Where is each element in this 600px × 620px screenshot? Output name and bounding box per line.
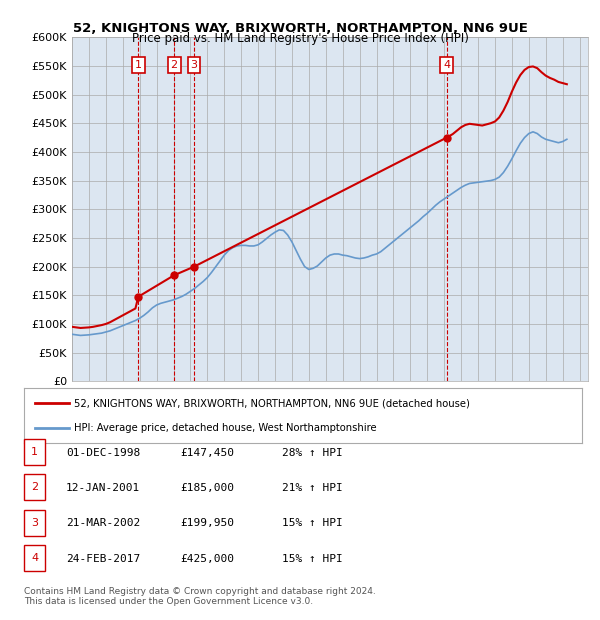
Text: 21% ↑ HPI: 21% ↑ HPI <box>282 483 343 493</box>
Text: 4: 4 <box>443 60 450 69</box>
Text: 15% ↑ HPI: 15% ↑ HPI <box>282 518 343 528</box>
Text: 01-DEC-1998: 01-DEC-1998 <box>66 448 140 458</box>
Text: 1: 1 <box>135 60 142 69</box>
Text: £199,950: £199,950 <box>180 518 234 528</box>
Text: 28% ↑ HPI: 28% ↑ HPI <box>282 448 343 458</box>
Text: 3: 3 <box>31 518 38 528</box>
Text: £425,000: £425,000 <box>180 554 234 564</box>
Text: £147,450: £147,450 <box>180 448 234 458</box>
Text: Price paid vs. HM Land Registry's House Price Index (HPI): Price paid vs. HM Land Registry's House … <box>131 32 469 45</box>
Text: 15% ↑ HPI: 15% ↑ HPI <box>282 554 343 564</box>
Text: 52, KNIGHTONS WAY, BRIXWORTH, NORTHAMPTON, NN6 9UE: 52, KNIGHTONS WAY, BRIXWORTH, NORTHAMPTO… <box>73 22 527 35</box>
Text: 24-FEB-2017: 24-FEB-2017 <box>66 554 140 564</box>
Text: 12-JAN-2001: 12-JAN-2001 <box>66 483 140 493</box>
Text: 4: 4 <box>31 553 38 563</box>
Text: £185,000: £185,000 <box>180 483 234 493</box>
Text: 3: 3 <box>191 60 197 69</box>
Text: 21-MAR-2002: 21-MAR-2002 <box>66 518 140 528</box>
Text: 2: 2 <box>170 60 178 69</box>
Text: HPI: Average price, detached house, West Northamptonshire: HPI: Average price, detached house, West… <box>74 423 377 433</box>
Text: 52, KNIGHTONS WAY, BRIXWORTH, NORTHAMPTON, NN6 9UE (detached house): 52, KNIGHTONS WAY, BRIXWORTH, NORTHAMPTO… <box>74 398 470 408</box>
Text: 2: 2 <box>31 482 38 492</box>
Text: Contains HM Land Registry data © Crown copyright and database right 2024.
This d: Contains HM Land Registry data © Crown c… <box>24 587 376 606</box>
Text: 1: 1 <box>31 447 38 457</box>
